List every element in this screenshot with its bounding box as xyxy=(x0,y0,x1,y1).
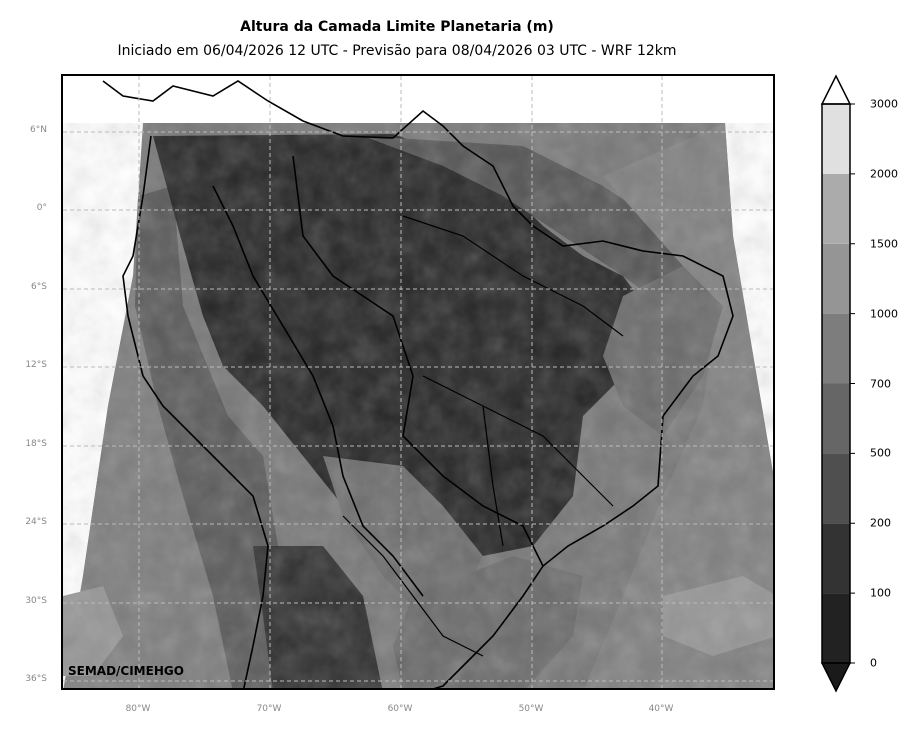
lat-label: 36°S xyxy=(25,674,47,684)
map-subtitle: Iniciado em 06/04/2026 12 UTC - Previsão… xyxy=(117,43,677,59)
political-boundaries xyxy=(102,80,734,688)
coastline-pacific xyxy=(122,135,269,688)
colorbar-extend-over xyxy=(820,74,852,105)
watermark: SEMAD/CIMEHGO xyxy=(68,664,184,678)
colorbar-extend-under xyxy=(820,662,852,693)
colorbar-tick-label: 100 xyxy=(870,586,891,600)
colorbar-tick-label: 2000 xyxy=(870,167,898,181)
border-states-1 xyxy=(402,215,624,337)
colorbar-tick-label: 3000 xyxy=(870,97,898,111)
colorbar-segment xyxy=(822,453,850,524)
lat-label: 6°N xyxy=(30,125,47,135)
border-argentina xyxy=(342,515,484,657)
colorbar xyxy=(820,74,855,693)
lon-label: 50°W xyxy=(518,704,544,714)
colorbar-segment xyxy=(822,383,850,454)
colorbar-segment xyxy=(822,313,850,384)
lat-label: 0° xyxy=(36,203,47,213)
lat-label: 24°S xyxy=(25,517,47,527)
lat-label: 6°S xyxy=(31,282,47,292)
colorbar-segments xyxy=(822,104,850,663)
lat-label: 18°S xyxy=(25,439,47,449)
map-canvas xyxy=(63,76,773,688)
colorbar-tick-label: 0 xyxy=(870,656,877,670)
colorbar-tick-label: 700 xyxy=(870,377,891,390)
lon-label: 60°W xyxy=(387,704,413,714)
colorbar-segment xyxy=(822,173,850,244)
map-title: Altura da Camada Limite Planetaria (m) xyxy=(240,19,554,35)
coastline-south-america xyxy=(102,80,734,688)
border-states-3 xyxy=(482,405,504,547)
border-states-2 xyxy=(422,375,614,507)
colorbar-tick-label: 500 xyxy=(870,446,891,460)
pbl-field xyxy=(63,123,773,688)
colorbar-tick-label: 1000 xyxy=(870,307,898,321)
colorbar-tick-label: 1500 xyxy=(870,237,898,251)
colorbar-ticks xyxy=(850,103,855,664)
lat-label: 12°S xyxy=(25,360,47,370)
lon-label: 80°W xyxy=(125,704,151,714)
border-brazil-west xyxy=(292,155,544,567)
map-panel xyxy=(61,74,775,690)
colorbar-segment xyxy=(822,593,850,663)
lat-label: 30°S xyxy=(25,596,47,606)
colorbar-segment xyxy=(822,243,850,314)
lon-label: 40°W xyxy=(648,704,674,714)
colorbar-segment xyxy=(822,104,850,174)
gridlines xyxy=(63,76,773,688)
colorbar-tick-label: 200 xyxy=(870,516,891,530)
field-texture xyxy=(63,123,773,688)
lon-label: 70°W xyxy=(256,704,282,714)
border-andean xyxy=(212,185,424,597)
colorbar-segment xyxy=(822,523,850,594)
